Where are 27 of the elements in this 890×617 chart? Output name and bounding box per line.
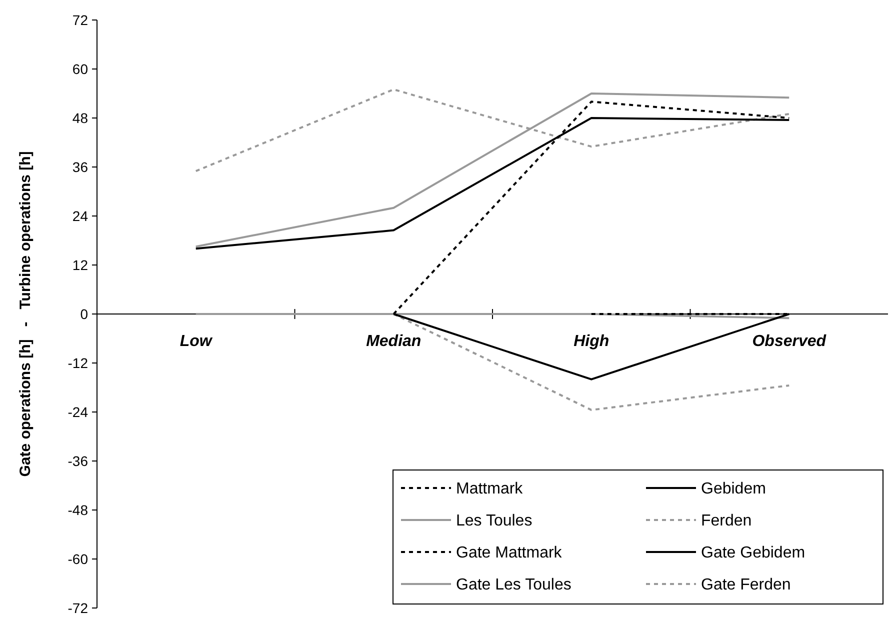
- y-tick-label: -36: [68, 452, 88, 469]
- y-tick-label: -60: [68, 550, 88, 567]
- legend-label: Mattmark: [456, 480, 524, 498]
- legend-label: Les Toules: [456, 512, 532, 530]
- legend-label: Gebidem: [701, 480, 766, 498]
- y-tick-label: 24: [72, 208, 88, 224]
- x-tick-label: Median: [366, 333, 422, 350]
- y-tick-label: -12: [68, 354, 88, 371]
- legend-label: Gate Les Toules: [456, 576, 572, 594]
- x-tick-label: Low: [180, 333, 214, 350]
- y-tick-label: 48: [72, 110, 88, 126]
- legend-label: Gate Ferden: [701, 576, 791, 594]
- legend-label: Gate Mattmark: [456, 544, 563, 562]
- x-tick-label: Observed: [752, 333, 828, 350]
- legend-label: Ferden: [701, 512, 752, 530]
- legend-label: Gate Gebidem: [701, 544, 806, 562]
- y-tick-label: 72: [72, 12, 88, 28]
- y-axis-title: Gate operations [h] - Turbine operations [h]: [17, 151, 34, 477]
- y-tick-label: -48: [68, 502, 88, 518]
- line-series: [194, 92, 790, 248]
- y-tick-label: 36: [72, 158, 88, 175]
- x-tick-label: High: [574, 333, 610, 350]
- y-tick-label: 0: [80, 306, 88, 322]
- y-tick-label: -24: [68, 404, 88, 420]
- y-tick-label: -72: [68, 600, 88, 616]
- y-tick-label: 60: [72, 60, 88, 77]
- y-tick-label: 12: [72, 256, 88, 273]
